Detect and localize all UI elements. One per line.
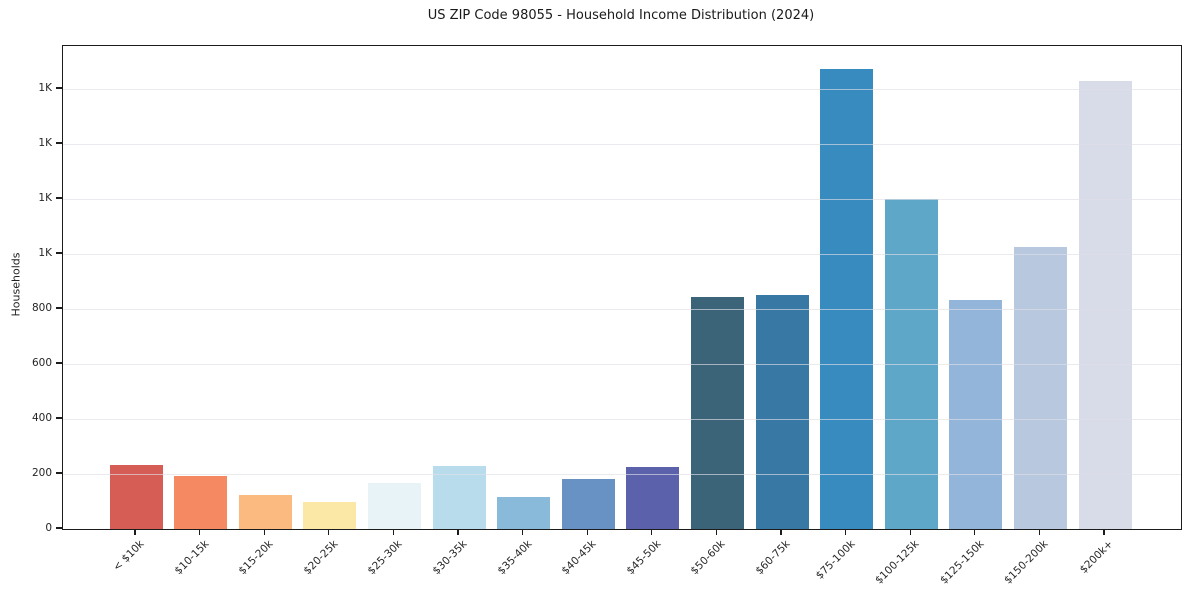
bar-$200k+ (1078, 80, 1132, 529)
x-tick-mark (263, 529, 265, 535)
y-tick-mark (56, 87, 62, 89)
y-tick-label: 1K (38, 137, 52, 150)
x-tick-label: < $10k (110, 538, 147, 574)
x-tick-mark (1038, 529, 1041, 535)
y-tick-label: 400 (31, 412, 52, 425)
gridline-1200 (63, 199, 1181, 201)
bar-$45-50k (626, 467, 680, 529)
bar-$100-125k (884, 199, 938, 529)
bar-$10-15k (174, 475, 228, 529)
y-tick-label: 800 (31, 302, 52, 315)
bar-$150-200k (1013, 247, 1067, 529)
bar-$35-40k (497, 496, 551, 529)
y-tick-label: 1K (38, 192, 52, 205)
y-tick-mark (56, 307, 62, 309)
bar-$125-150k (949, 300, 1003, 529)
x-tick-mark (392, 529, 395, 535)
y-tick-mark (56, 472, 62, 474)
gridline-1600 (63, 89, 1181, 91)
y-tick-mark (56, 252, 62, 254)
y-tick-label: 0 (45, 522, 52, 534)
x-tick-mark (198, 529, 201, 535)
chart-title: US ZIP Code 98055 - Household Income Dis… (427, 8, 815, 23)
plot-area (62, 45, 1182, 530)
bar-< $10k (109, 465, 163, 529)
y-tick-label: 200 (31, 467, 52, 480)
bar-$60-75k (755, 294, 809, 529)
bar-$50-60k (690, 296, 744, 529)
bar-$20-25k (303, 501, 357, 529)
bar-$75-100k (820, 69, 874, 529)
y-tick-label: 600 (31, 357, 52, 370)
x-tick-mark (134, 529, 136, 535)
x-tick-mark (909, 529, 911, 535)
bar-$30-35k (432, 466, 486, 529)
y-tick-mark (56, 362, 62, 364)
y-tick-label: 1K (38, 247, 52, 260)
x-tick-mark (1103, 529, 1105, 535)
y-tick-mark (56, 527, 62, 529)
bar-$25-30k (367, 483, 421, 529)
x-tick-mark (780, 529, 782, 535)
y-tick-mark (56, 417, 62, 419)
x-tick-mark (457, 529, 459, 535)
y-tick-mark (56, 142, 62, 144)
x-tick-mark (715, 529, 718, 535)
x-tick-mark (328, 529, 330, 535)
x-tick-mark (521, 529, 524, 535)
x-tick-mark (844, 529, 847, 535)
bar-$15-20k (238, 494, 292, 529)
y-axis-label: Households (9, 252, 23, 317)
y-tick-mark (56, 197, 62, 199)
x-tick-mark (974, 529, 976, 535)
bar-$40-45k (561, 478, 615, 529)
gridline-1400 (63, 144, 1181, 146)
y-tick-label: 1K (38, 82, 52, 95)
x-tick-mark (651, 529, 653, 535)
x-tick-mark (586, 529, 588, 535)
